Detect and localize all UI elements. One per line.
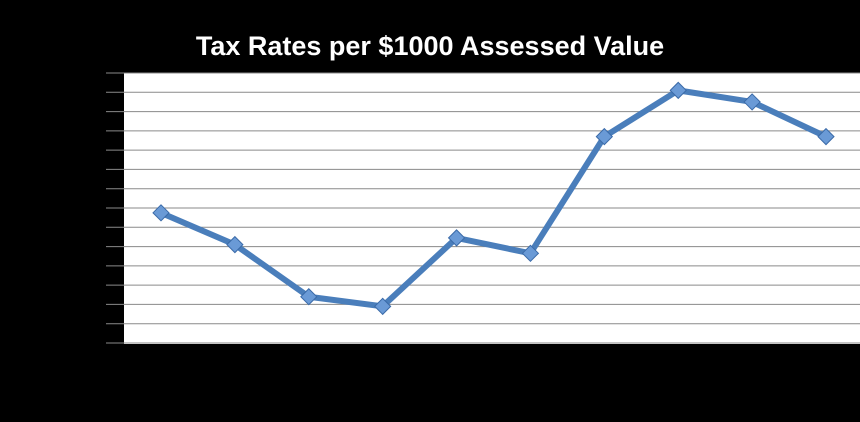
data-point	[300, 288, 318, 306]
data-point	[595, 127, 614, 146]
x-tick-label: 2013	[598, 363, 631, 380]
data-point	[152, 204, 170, 222]
y-axis-tick-labels: $4.00 $4.20 $4.40 $4.60 $4.80 $5.00 $5.20 $5.40…	[65, 65, 103, 352]
data-point	[521, 244, 540, 263]
x-tick-label: 2012	[532, 363, 565, 380]
y-tick-label: $5.40	[65, 200, 103, 217]
x-tick-label: 2010	[395, 363, 428, 380]
y-tick-label: $6.80	[65, 65, 103, 82]
chart-title: Tax Rates per $1000 Assessed Value	[196, 31, 664, 61]
x-tick-label: 2011	[462, 363, 495, 380]
data-points	[152, 81, 835, 316]
data-point	[669, 81, 687, 100]
data-point	[447, 229, 466, 247]
y-tick-label: $5.60	[65, 181, 103, 198]
y-tick-label: $6.20	[65, 123, 103, 140]
x-axis-tick-labels: 2006 2007 2008 2009 2010 2011 2012 2013 2014 2015	[144, 363, 768, 380]
y-tick-label: $6.40	[65, 104, 103, 121]
series-tax-rate	[159, 87, 828, 310]
data-point	[373, 297, 392, 316]
data-point	[743, 93, 761, 111]
x-tick-label: 2006	[144, 363, 177, 380]
x-tick-label: 2014	[670, 363, 704, 380]
y-tick-label: $4.40	[65, 296, 103, 313]
x-tick-label: 2009	[336, 363, 369, 380]
y-tick-label: $4.80	[65, 258, 103, 275]
y-tick-label: $5.80	[65, 161, 103, 178]
y-tick-label: $5.00	[65, 239, 103, 256]
data-point	[817, 127, 835, 146]
y-tick-label: $6.60	[65, 84, 103, 101]
y-tick-label: $4.20	[65, 316, 103, 333]
y-tick-label: $4.00	[65, 335, 103, 352]
y-tick-label: $5.20	[65, 219, 103, 236]
data-point	[226, 235, 244, 254]
x-tick-label: 2015	[735, 363, 768, 380]
x-tick-label: 2007	[213, 363, 246, 380]
series-line	[159, 87, 828, 310]
x-tick-label: 2008	[274, 363, 307, 380]
y-tick-label: $6.00	[65, 142, 103, 159]
y-tick-label: $4.60	[65, 277, 103, 294]
